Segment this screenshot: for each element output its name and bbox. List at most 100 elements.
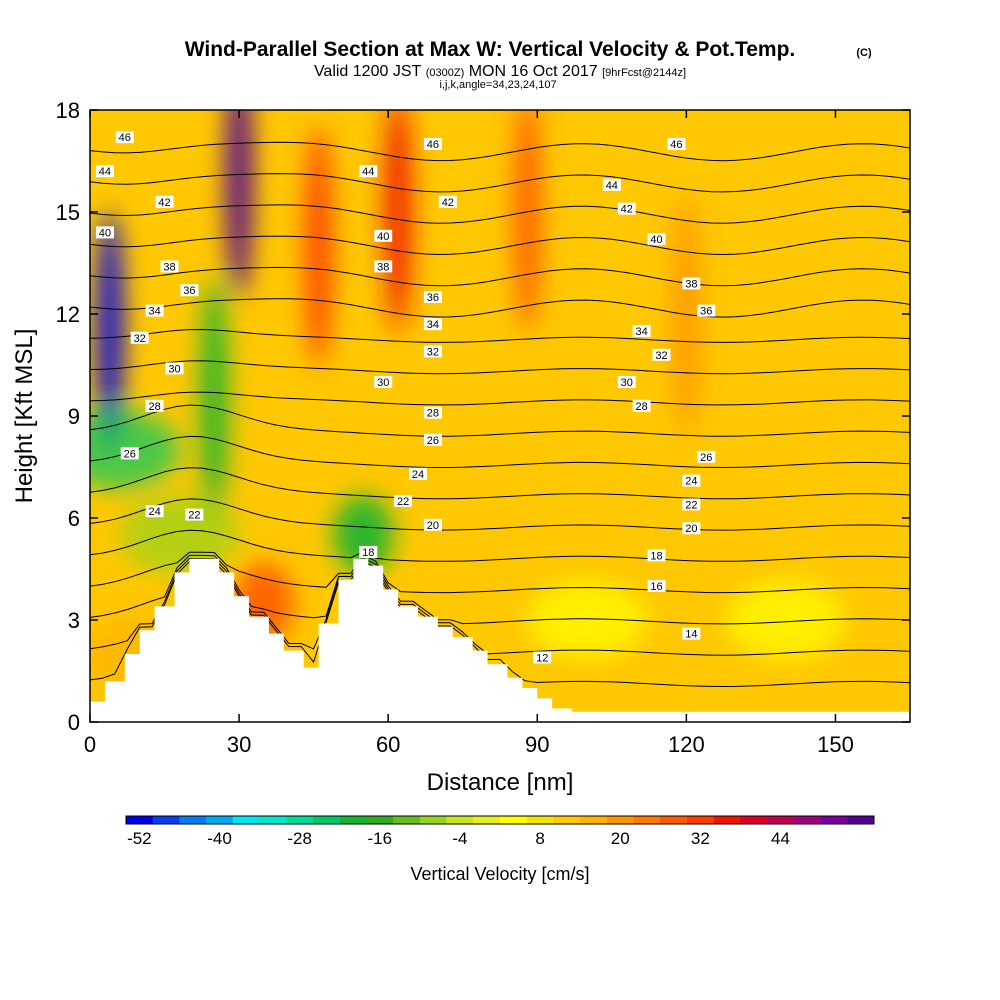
theta-contour-label: 36	[697, 304, 716, 318]
theta-contour-label: 30	[165, 362, 184, 375]
theta-contour-label: 26	[120, 447, 139, 460]
theta-contour-label-text: 32	[134, 333, 146, 345]
theta-contour-label-text: 42	[158, 197, 170, 209]
theta-contour-line	[90, 235, 910, 256]
theta-contour-label-bg	[682, 522, 701, 535]
theta-contour-label: 38	[374, 260, 393, 273]
theta-contour-label: 44	[95, 165, 114, 178]
theta-contour-label: 20	[423, 518, 442, 532]
velocity-field	[90, 110, 846, 694]
theta-contour-label-text: 40	[377, 231, 389, 243]
theta-contour-label-bg	[115, 131, 134, 144]
theta-contour-label-text: 26	[427, 435, 439, 447]
theta-contour-label-bg	[632, 399, 651, 412]
colorbar-swatch	[206, 816, 234, 824]
theta-contour-label-text: 36	[427, 292, 439, 304]
theta-contour-label-text: 44	[606, 180, 618, 192]
theta-contour-label-bg	[602, 178, 621, 191]
theta-contour-label-text: 34	[427, 319, 439, 331]
theta-contour-line	[90, 529, 910, 562]
velocity-cell	[384, 110, 413, 332]
theta-contour-line	[90, 404, 910, 437]
theta-contour-line	[90, 141, 910, 162]
x-tick-label: 0	[84, 732, 96, 757]
colorbar-swatch	[500, 816, 528, 824]
colorbar-swatch	[393, 816, 421, 824]
theta-contour-label: 24	[409, 467, 427, 481]
theta-contour-label-bg	[423, 138, 442, 150]
theta-contour-line	[90, 204, 910, 224]
theta-contour-label-bg	[374, 260, 393, 273]
theta-contour-label-text: 18	[650, 550, 662, 562]
theta-contour-label-text: 36	[183, 285, 195, 297]
y-tick-label: 15	[56, 200, 80, 225]
colorbar-swatch	[473, 816, 501, 824]
theta-contour-label: 18	[647, 549, 666, 562]
theta-contour-label: 34	[423, 318, 442, 331]
colorbar-tick-label: -52	[127, 829, 152, 848]
theta-contour-label-text: 34	[148, 306, 160, 318]
theta-contour-label: 42	[617, 202, 636, 216]
colorbar-swatch	[633, 816, 661, 824]
y-axis-label: Height [Kft MSL]	[11, 329, 38, 504]
theta-contour-label-text: 46	[670, 139, 682, 151]
theta-contour-label-bg	[647, 233, 666, 246]
theta-contour-label-bg	[697, 304, 716, 317]
theta-contour-label-bg	[682, 627, 701, 640]
theta-contour-label: 24	[682, 474, 701, 488]
theta-contour-label-text: 44	[99, 166, 111, 178]
theta-contour-label-bg	[423, 291, 442, 303]
theta-contour-label-bg	[533, 651, 552, 664]
colorbar-tick-label: -40	[207, 829, 232, 848]
theta-contour-label-bg	[185, 508, 204, 521]
colorbar-tick-label: -4	[452, 829, 467, 848]
theta-contour-label-bg	[155, 195, 174, 208]
theta-contour-label-bg	[130, 331, 149, 344]
theta-contour-label: 46	[115, 131, 134, 144]
theta-contour-label: 40	[95, 226, 114, 239]
theta-contour-label-text: 30	[168, 363, 180, 375]
theta-contour-label: 28	[632, 399, 651, 413]
colorbar-swatch	[580, 816, 608, 824]
x-tick-label: 150	[817, 732, 854, 757]
theta-contour-label-text: 12	[536, 652, 548, 664]
theta-contour-label: 32	[423, 345, 442, 358]
theta-contour-label-text: 34	[636, 326, 648, 338]
theta-contour-label-bg	[120, 447, 139, 460]
colorbar-swatch	[687, 816, 715, 824]
velocity-cell	[526, 580, 647, 660]
theta-contour-label-bg	[359, 165, 378, 178]
colorbar-swatch	[126, 816, 154, 824]
theta-contour-label: 34	[632, 325, 651, 338]
x-tick-label: 90	[525, 732, 549, 757]
theta-contour-label-text: 22	[397, 496, 409, 508]
colorbar-swatch	[419, 816, 448, 824]
colorbar-swatch	[767, 816, 795, 824]
colorbar-swatch	[847, 816, 875, 824]
theta-contour-label-bg	[160, 260, 179, 273]
y-tick-label: 9	[68, 404, 80, 429]
theta-contour-label-text: 20	[685, 523, 697, 535]
theta-contour-label-text: 28	[636, 401, 648, 413]
colorbar-tick-label: -28	[287, 829, 312, 848]
theta-contour-label-bg	[682, 474, 701, 487]
colorbar-frame	[125, 815, 875, 825]
theta-contour-label-text: 32	[655, 350, 667, 362]
theta-contour-label: 38	[682, 277, 701, 290]
colorbar-swatch	[793, 816, 822, 824]
theta-contour-label: 36	[423, 291, 442, 304]
theta-contour-label-bg	[359, 546, 378, 558]
theta-contour-label: 36	[180, 284, 199, 297]
theta-contour-label-bg	[95, 165, 114, 178]
theta-contour-label-bg	[374, 376, 393, 388]
theta-contour-label-text: 24	[148, 506, 160, 518]
colorbar-swatch	[740, 816, 768, 824]
colorbar-tick-label: -16	[367, 829, 392, 848]
theta-contour-label-bg	[652, 348, 671, 361]
theta-contour-label: 28	[145, 399, 164, 413]
colorbar-tick-label: 32	[691, 829, 710, 848]
theta-contour-label: 18	[359, 546, 378, 559]
theta-contour-label-bg	[394, 495, 413, 507]
theta-contour-label-text: 40	[99, 227, 111, 239]
theta-contour-label: 26	[697, 450, 716, 464]
